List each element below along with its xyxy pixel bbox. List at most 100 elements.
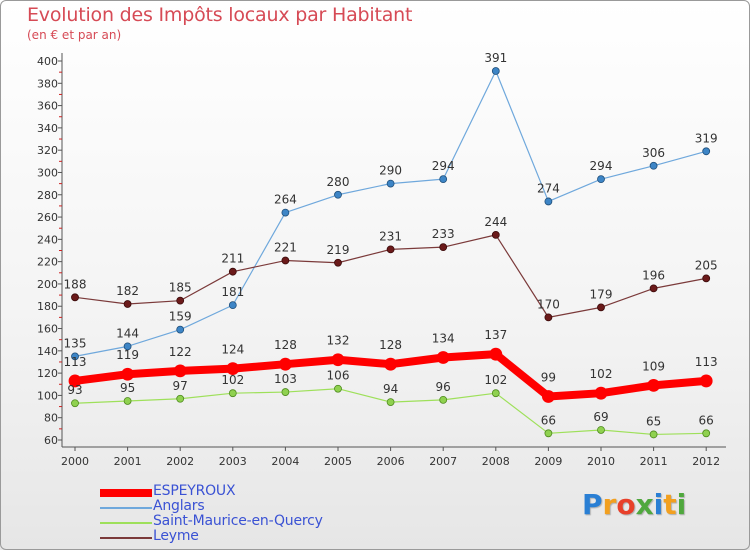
data-label: 97 — [173, 379, 188, 393]
data-point — [176, 296, 185, 305]
data-label: 113 — [64, 355, 87, 369]
y-tick-label: 380 — [37, 77, 58, 90]
data-point — [334, 190, 342, 199]
data-label: 211 — [221, 252, 244, 266]
data-label: 280 — [327, 175, 350, 189]
x-tick-label: 2009 — [534, 455, 562, 468]
logo-letter: t — [663, 488, 677, 521]
data-point — [71, 293, 79, 302]
data-point — [281, 388, 290, 396]
data-label: 94 — [383, 382, 398, 396]
y-tick-label: 100 — [37, 389, 58, 402]
y-tick-label: 80 — [44, 412, 58, 425]
proxiti-logo: Proxiti — [582, 488, 686, 521]
x-tick-label: 2006 — [377, 455, 405, 468]
legend-swatch — [100, 522, 152, 524]
data-point — [123, 300, 132, 308]
data-point — [647, 378, 660, 392]
data-point — [436, 351, 450, 364]
data-label: 231 — [379, 229, 402, 243]
data-label: 99 — [541, 371, 556, 385]
data-label: 244 — [484, 215, 507, 229]
data-point — [281, 208, 290, 217]
data-point — [386, 179, 395, 188]
data-point — [281, 256, 290, 265]
x-tick-label: 2000 — [61, 455, 89, 468]
data-point — [439, 395, 448, 404]
x-tick-label: 2010 — [587, 455, 615, 468]
data-point — [121, 367, 134, 381]
data-point — [386, 398, 395, 407]
data-label: 319 — [695, 131, 718, 145]
legend-label: Leyme — [153, 528, 199, 544]
data-point — [597, 303, 605, 312]
data-label: 102 — [484, 373, 507, 387]
data-point — [173, 364, 187, 378]
data-label: 93 — [67, 383, 82, 397]
data-point — [228, 267, 237, 276]
logo-letter: i — [676, 488, 687, 521]
x-tick-label: 2005 — [324, 455, 352, 468]
y-tick-label: 260 — [37, 211, 58, 224]
y-tick-label: 300 — [37, 166, 58, 179]
y-tick-label: 220 — [37, 256, 58, 269]
logo-letter: i — [653, 488, 664, 521]
data-point — [68, 374, 82, 388]
x-tick-label: 2004 — [271, 455, 299, 468]
data-label: 182 — [116, 284, 139, 298]
chart-title: Evolution des Impôts locaux par Habitant — [27, 4, 413, 26]
data-label: 124 — [221, 343, 244, 357]
data-point — [71, 352, 79, 361]
data-point — [491, 389, 500, 398]
legend-label: Saint-Maurice-en-Quercy — [153, 513, 323, 529]
data-point — [176, 394, 185, 403]
data-point — [544, 313, 553, 322]
data-label: 135 — [64, 336, 87, 350]
x-tick-label: 2012 — [692, 455, 720, 468]
y-tick-label: 360 — [37, 100, 58, 113]
x-tick-label: 2002 — [166, 455, 194, 468]
legend-swatch — [100, 489, 152, 497]
data-point — [123, 342, 132, 351]
y-tick-label: 180 — [37, 300, 58, 313]
data-label: 66 — [699, 413, 714, 427]
data-label: 264 — [274, 193, 297, 207]
data-label: 128 — [274, 338, 297, 352]
data-point — [439, 175, 448, 184]
data-label: 106 — [327, 369, 350, 383]
data-label: 134 — [432, 332, 455, 346]
data-point — [491, 230, 500, 239]
data-point — [334, 258, 342, 267]
data-label: 103 — [274, 372, 297, 386]
legend-swatch — [100, 507, 152, 509]
data-point — [544, 429, 553, 438]
data-label: 65 — [646, 414, 661, 428]
data-point — [226, 362, 240, 376]
logo-letter: o — [616, 488, 636, 521]
chart-subtitle: (en € et par an) — [27, 28, 122, 42]
data-point — [331, 353, 345, 367]
y-tick-label: 60 — [44, 434, 58, 447]
data-label: 119 — [116, 348, 139, 362]
data-label: 96 — [436, 380, 451, 394]
data-label: 294 — [590, 159, 613, 173]
data-point — [176, 325, 185, 334]
data-point — [491, 67, 500, 75]
data-point — [228, 389, 237, 398]
legend-label: ESPEYROUX — [153, 483, 236, 499]
x-tick-label: 2011 — [640, 455, 668, 468]
legend-label: Anglars — [153, 498, 205, 514]
y-tick-label: 400 — [37, 55, 58, 68]
data-point — [123, 397, 132, 405]
x-tick-label: 2008 — [482, 455, 510, 468]
data-point — [228, 301, 237, 310]
data-label: 181 — [221, 285, 244, 299]
data-point — [542, 390, 555, 403]
data-label: 294 — [432, 159, 455, 173]
data-label: 102 — [221, 373, 244, 387]
data-point — [699, 374, 713, 388]
data-label: 113 — [695, 355, 718, 369]
data-label: 274 — [537, 181, 560, 195]
data-label: 122 — [169, 345, 192, 359]
